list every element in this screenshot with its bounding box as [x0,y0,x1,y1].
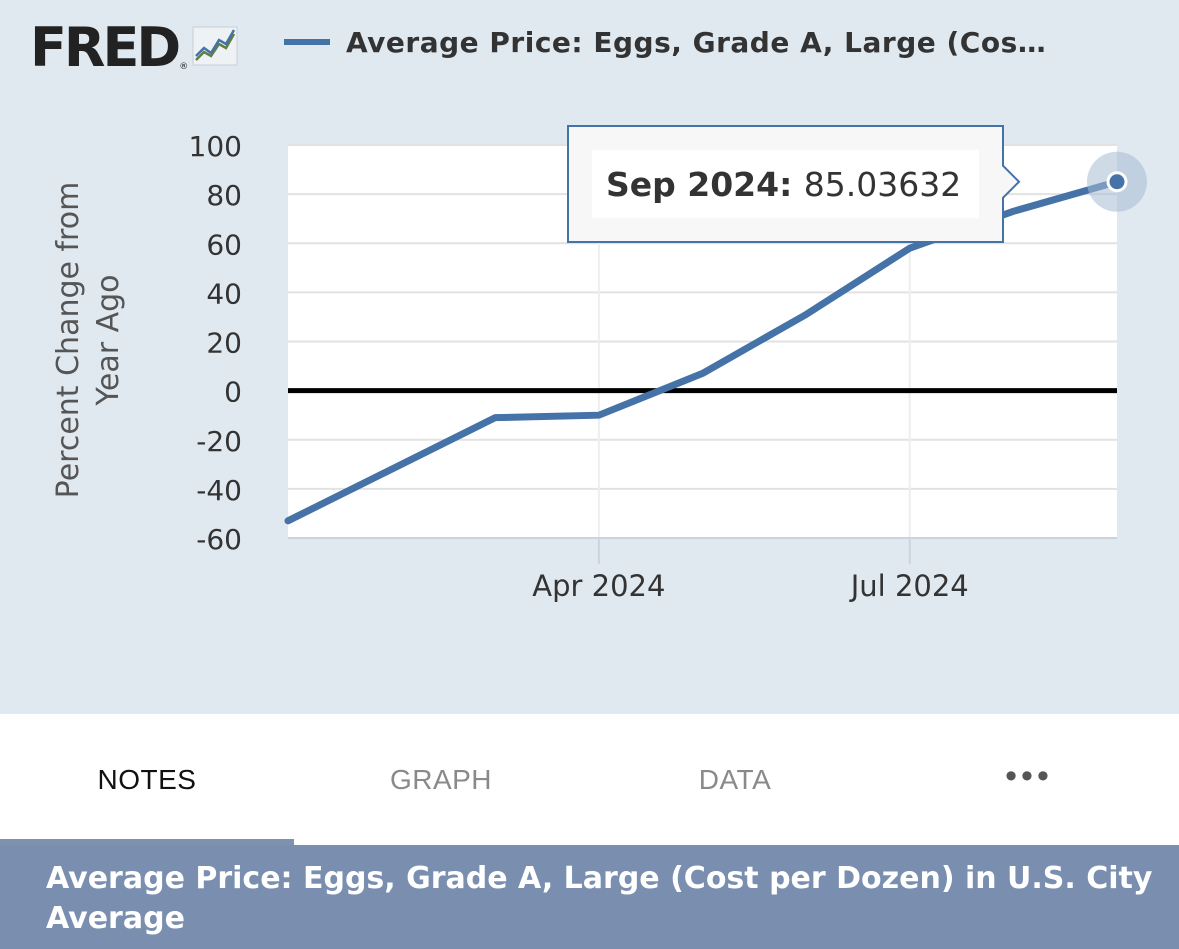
tooltip-date: Sep 2024: [606,165,804,204]
y-tick-label: 40 [206,277,242,310]
tab-notes[interactable]: NOTES [97,763,197,795]
more-icon: ••• [1005,756,1053,795]
x-tick-label: Apr 2024 [532,569,665,603]
y-tick-label: -20 [196,425,242,458]
highlight-point[interactable] [1106,171,1128,193]
tooltip-inner [592,150,979,218]
fred-logo[interactable]: FRED ® [30,20,238,76]
y-tick-label: 100 [189,130,242,163]
tab-data[interactable]: DATA [698,763,772,795]
series-title: Average Price: Eggs, Grade A, Large (Cos… [46,861,1153,936]
more-tab[interactable]: ••• [882,714,1176,845]
y-axis-label: Percent Change from Year Ago [51,182,126,499]
series-title-bar: Average Price: Eggs, Grade A, Large (Cos… [0,845,1179,949]
x-tick-label: Jul 2024 [849,569,969,603]
y-tick-label: 20 [206,327,242,360]
tooltip-text: Sep 2024: 85.03632 [606,165,961,204]
legend-swatch [284,39,330,45]
tooltip-value: 85.03632 [804,165,961,204]
fred-logo-text: FRED [30,16,181,79]
registered-mark: ® [179,62,189,72]
legend-label: Average Price: Eggs, Grade A, Large (Cos… [346,25,1047,59]
tab-bar: NOTES GRAPH DATA ••• [0,714,1179,845]
y-tick-label: 60 [206,228,242,261]
line-chart[interactable]: 100 80 60 40 20 0 -20 -40 -60 Apr 2024 Jul 2024 Per… [0,0,1179,714]
y-tick-label: -40 [196,474,242,507]
chart-legend: Average Price: Eggs, Grade A, Large (Cos… [284,22,1046,62]
y-tick-label: 80 [206,179,242,212]
y-tick-label: -60 [196,523,242,556]
tab-graph[interactable]: GRAPH [389,763,493,795]
y-tick-label: 0 [224,376,242,409]
active-tab-indicator [0,839,294,845]
fred-graph-icon [192,26,238,66]
